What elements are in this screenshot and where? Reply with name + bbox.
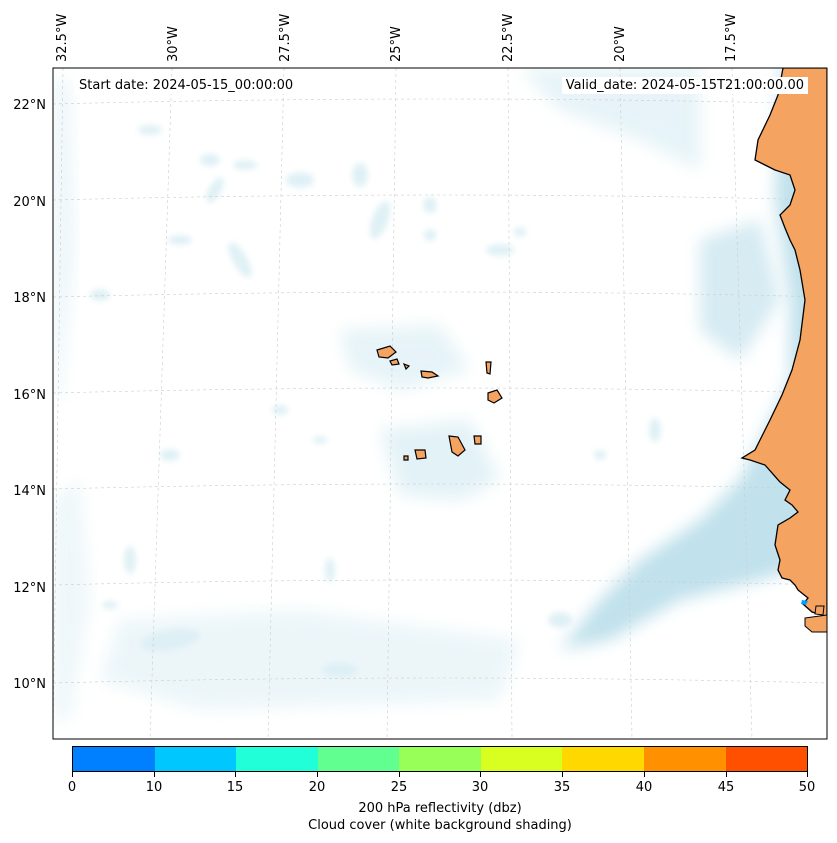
colorbar-tick-label: 50 [798,780,816,795]
colorbar-segment [73,747,155,771]
lon-label: 30°W [166,26,181,62]
colorbar-tick-label: 40 [635,780,653,795]
lat-label: 20°N [13,195,46,210]
colorbar-tick-label: 30 [471,780,489,795]
colorbar-tick-label: 20 [308,780,326,795]
reflectivity-colorbar [72,746,808,772]
lon-label: 32.5°W [55,14,70,62]
lat-label: 14°N [13,484,46,499]
longitude-labels: 32.5°W 30°W 27.5°W 25°W 22.5°W 20°W 17.5… [55,14,739,62]
colorbar-tick-label: 10 [145,780,163,795]
lat-label: 12°N [13,581,46,596]
colorbar-tick-label: 15 [226,780,244,795]
colorbar-segment [236,747,318,771]
map-frame [52,67,828,740]
lat-label: 22°N [13,98,46,113]
cabo-verde-islands [376,345,503,461]
lon-label: 27.5°W [278,14,293,62]
colorbar-segment [562,747,644,771]
valid-date-label: Valid_date: 2024-05-15T21:00:00.00 [561,77,808,94]
lat-label: 10°N [13,677,46,692]
colorbar-segment [317,747,400,771]
colorbar-segment [643,747,726,771]
latitude-labels: 22°N 20°N 18°N 16°N 14°N 12°N 10°N [13,98,46,692]
lat-label: 18°N [13,291,46,306]
colorbar-tick-label: 35 [553,780,571,795]
colorbar-tick-label: 0 [67,780,77,795]
lon-label: 22.5°W [501,14,516,62]
colorbar-segment [154,747,237,771]
lon-label: 20°W [613,26,628,62]
colorbar-tick-label: 45 [717,780,735,795]
africa-coastline [740,68,827,633]
graticule [53,68,827,739]
colorbar-sublabel: Cloud cover (white background shading) [308,818,572,833]
lon-label: 25°W [389,26,404,62]
start-date-label: Start date: 2024-05-15_00:00:00 [75,77,298,94]
lat-label: 16°N [13,388,46,403]
colorbar-segment [725,747,808,771]
lon-label: 17.5°W [724,14,739,62]
colorbar-tick-label: 25 [390,780,408,795]
cloud-cover-shading [53,68,827,720]
colorbar-segment [399,747,481,771]
colorbar-label: 200 hPa reflectivity (dbz) [358,801,522,816]
colorbar-segment [480,747,563,771]
